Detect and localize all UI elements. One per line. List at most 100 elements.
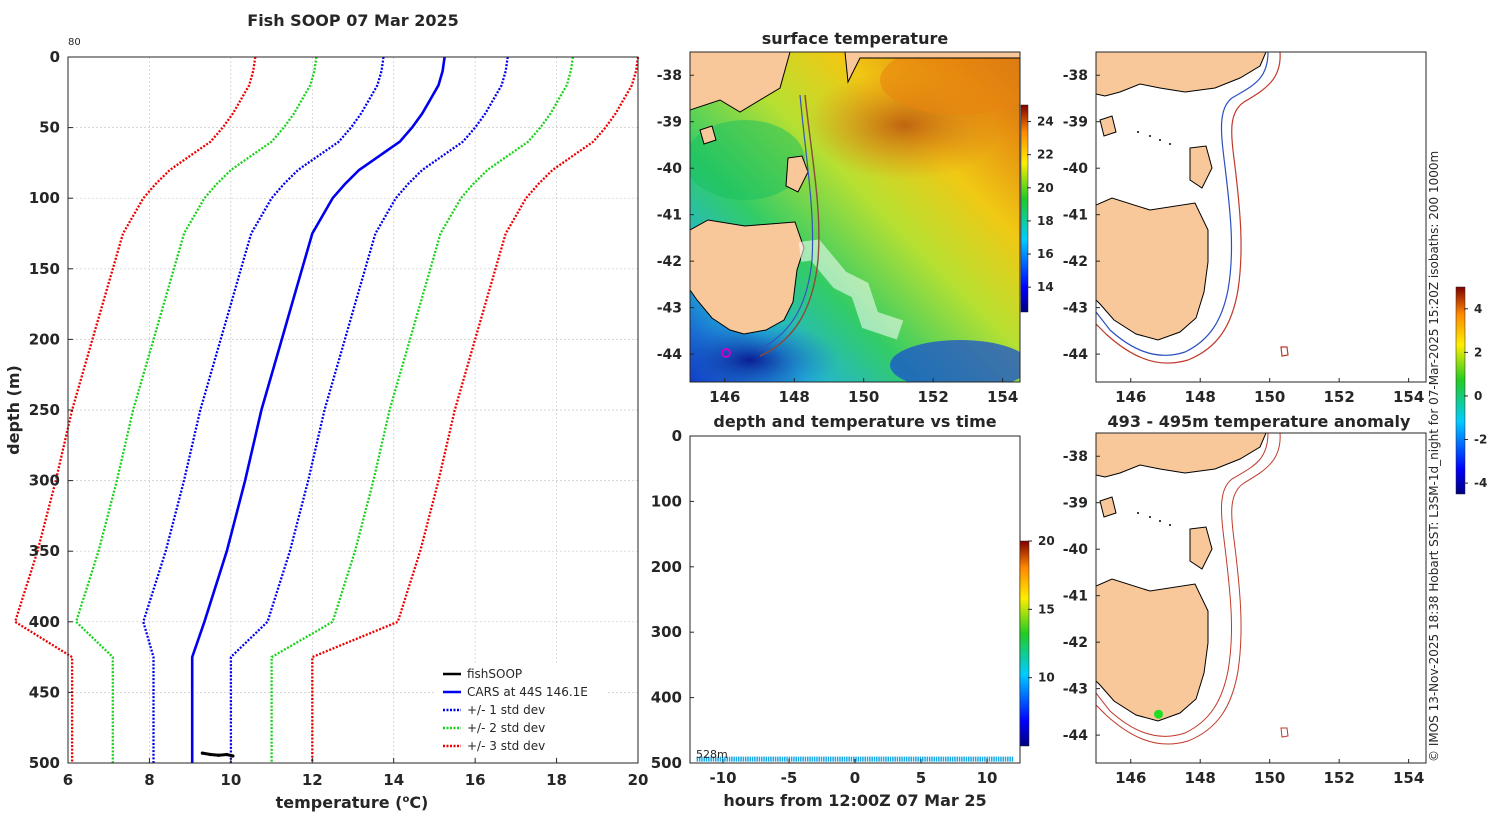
- sst-land-victoria: [690, 52, 791, 113]
- profile-panel: Fish SOOP 07 Mar 2025 80 6 8 10 12 14 16 18 20 …: [4, 11, 648, 812]
- profile-x-tick-label: 10: [220, 771, 241, 789]
- cold-southwest: [690, 320, 840, 382]
- time-series-y-tick-label: 0: [672, 427, 682, 445]
- map3-land-flinders: [1189, 526, 1213, 570]
- isobath-map-y-tick-label: -41: [1063, 208, 1088, 224]
- time-series-y-tick-label: 200: [651, 558, 682, 576]
- sst-field: [690, 52, 1020, 382]
- time-series-title: depth and temperature vs time: [713, 412, 996, 431]
- sst-colorbar-tick-label: 18: [1037, 214, 1054, 228]
- profile-y-tick-label: 350: [29, 542, 60, 560]
- profile-x-label: temperature (oC): [276, 793, 429, 812]
- map2-land-king-island: [1099, 115, 1117, 137]
- sst-map-x-tick-label: 152: [918, 388, 949, 406]
- isobath-map-y-tick-label: -38: [1063, 68, 1088, 84]
- sst-land-tasmania: [690, 219, 805, 335]
- anomaly-colorbar-tick-label: 0: [1474, 389, 1482, 403]
- time-series-x-tick-label: -5: [781, 769, 798, 787]
- time-series-x-label: hours from 12:00Z 07 Mar 25: [723, 791, 986, 810]
- profile-x-tick-label: 16: [465, 771, 486, 789]
- time-series-colorbar-ticks: 20 15 10: [1028, 534, 1055, 685]
- profile-line--1-std-dev-upper: [229, 56, 509, 763]
- isobath-map-x-tick-label: 154: [1393, 388, 1424, 406]
- profile-line--2-std-dev-lower: [74, 56, 318, 763]
- anomaly-map-title: 493 - 495m temperature anomaly: [1108, 412, 1411, 431]
- map2-seamount-contour: [1280, 346, 1289, 357]
- profile-line--1-std-dev-lower: [142, 56, 385, 763]
- anomaly-map-x-tick-label: 150: [1254, 769, 1285, 787]
- legend-box: [436, 664, 608, 756]
- profile-x-ticks: 6 8 10 12 14 16 18 20: [63, 758, 649, 789]
- profile-fishsoop-point: [200, 751, 204, 755]
- profile-y-tick-label: 300: [29, 472, 60, 490]
- anomaly-map-y-tick-label: -44: [1063, 728, 1089, 744]
- sst-map-x-tick-label: 150: [848, 388, 879, 406]
- map3-isobath-outer: [1096, 433, 1281, 745]
- sst-map-frame: [689, 51, 1021, 383]
- profile-x-tick-label: 6: [63, 771, 73, 789]
- isobath-map-y-tick-label: -39: [1063, 115, 1088, 131]
- isobath-map-y-ticks: -38 -39 -40 -41 -42 -43 -44: [1063, 68, 1100, 363]
- profile-y-tick-label: 200: [29, 330, 60, 348]
- anomaly-map-y-tick-label: -43: [1063, 682, 1088, 698]
- profile-fishsoop-point: [225, 752, 229, 757]
- time-series-y-tick-label: 100: [651, 492, 682, 510]
- warm-core: [880, 52, 1020, 115]
- time-series-annotation: 528m: [696, 748, 728, 761]
- sst-map-x-tick-label: 148: [779, 388, 810, 406]
- anomaly-colorbar-ticks: 4 2 0 -2 -4: [1464, 302, 1487, 490]
- map2-isobath-200: [1096, 52, 1269, 356]
- time-series-colorbar-tick-label: 20: [1038, 534, 1055, 548]
- sst-map-y-ticks: -38 -39 -40 -41 -42 -43 -44: [657, 68, 694, 363]
- profile-fishsoop-point: [231, 754, 235, 758]
- sst-map-x-tick-label: 154: [987, 388, 1018, 406]
- profile-y-ticks: 0 50 100 150 200 250 300 350 400 450 500: [29, 48, 73, 772]
- profile-x-tick-label: 14: [383, 771, 404, 789]
- isobath-map-y-tick-label: -42: [1063, 254, 1088, 270]
- sst-colorbar-tick-label: 14: [1037, 280, 1054, 294]
- profile-x-tick-label: 12: [302, 771, 323, 789]
- isobath-map-x-tick-label: 150: [1254, 388, 1285, 406]
- corner-label: 80: [68, 37, 81, 48]
- profile-y-tick-label: 400: [29, 613, 60, 631]
- map2-land-tasmania: [1096, 197, 1209, 341]
- map3-land-tasmania: [1096, 578, 1209, 722]
- profile-y-tick-label: 250: [29, 401, 60, 419]
- map2-land-victoria: [1096, 52, 1267, 97]
- isobath-map-y-tick-label: -43: [1063, 301, 1088, 317]
- map2-islets: [1137, 131, 1171, 145]
- legend-label-2std: +/- 2 std dev: [467, 721, 545, 735]
- map3-land-king-island: [1099, 496, 1117, 518]
- sst-isobath-1000: [759, 94, 820, 357]
- sst-map-y-tick-label: -39: [657, 115, 682, 131]
- vessel-position-marker: [721, 348, 731, 358]
- time-series-panel: depth and temperature vs time 528m -10 -5…: [651, 412, 1055, 810]
- legend-label-cars: CARS at 44S 146.1E: [467, 685, 588, 699]
- sst-colorbar-tick-label: 22: [1037, 148, 1054, 162]
- anomaly-map-y-tick-label: -39: [1063, 496, 1088, 512]
- map3-islets: [1137, 512, 1171, 526]
- time-series-x-tick-label: 5: [916, 769, 926, 787]
- profile-line--3-std-dev-lower: [13, 56, 257, 763]
- isobath-map-panel: 146 148 150 152 154 -38 -39 -40 -41 -42 -43 -44: [1063, 51, 1427, 406]
- map2-land-flinders: [1189, 145, 1213, 189]
- sst-map-y-tick-label: -44: [657, 347, 683, 363]
- sst-colorbar-tick-label: 24: [1037, 115, 1054, 129]
- profile-y-tick-label: 0: [50, 48, 60, 66]
- profile-fishsoop-point: [217, 753, 221, 757]
- sst-map-y-tick-label: -41: [657, 208, 682, 224]
- anomaly-map-frame: [1095, 432, 1427, 764]
- anomaly-map-y-tick-label: -42: [1063, 635, 1088, 651]
- sst-isobath-200: [757, 94, 814, 351]
- profile-y-tick-label: 450: [29, 683, 60, 701]
- time-series-y-ticks: 0 100 200 300 400 500: [651, 427, 694, 772]
- profile-y-tick-label: 150: [29, 260, 60, 278]
- anomaly-map-y-tick-label: -41: [1063, 589, 1088, 605]
- time-series-colorbar-tick-label: 10: [1038, 671, 1055, 685]
- time-series-x-tick-label: 0: [850, 769, 860, 787]
- anomaly-map-x-tick-label: 154: [1393, 769, 1424, 787]
- profile-x-tick-label: 20: [628, 771, 649, 789]
- sst-map-y-tick-label: -40: [657, 161, 683, 177]
- sst-colorbar: [1020, 104, 1029, 313]
